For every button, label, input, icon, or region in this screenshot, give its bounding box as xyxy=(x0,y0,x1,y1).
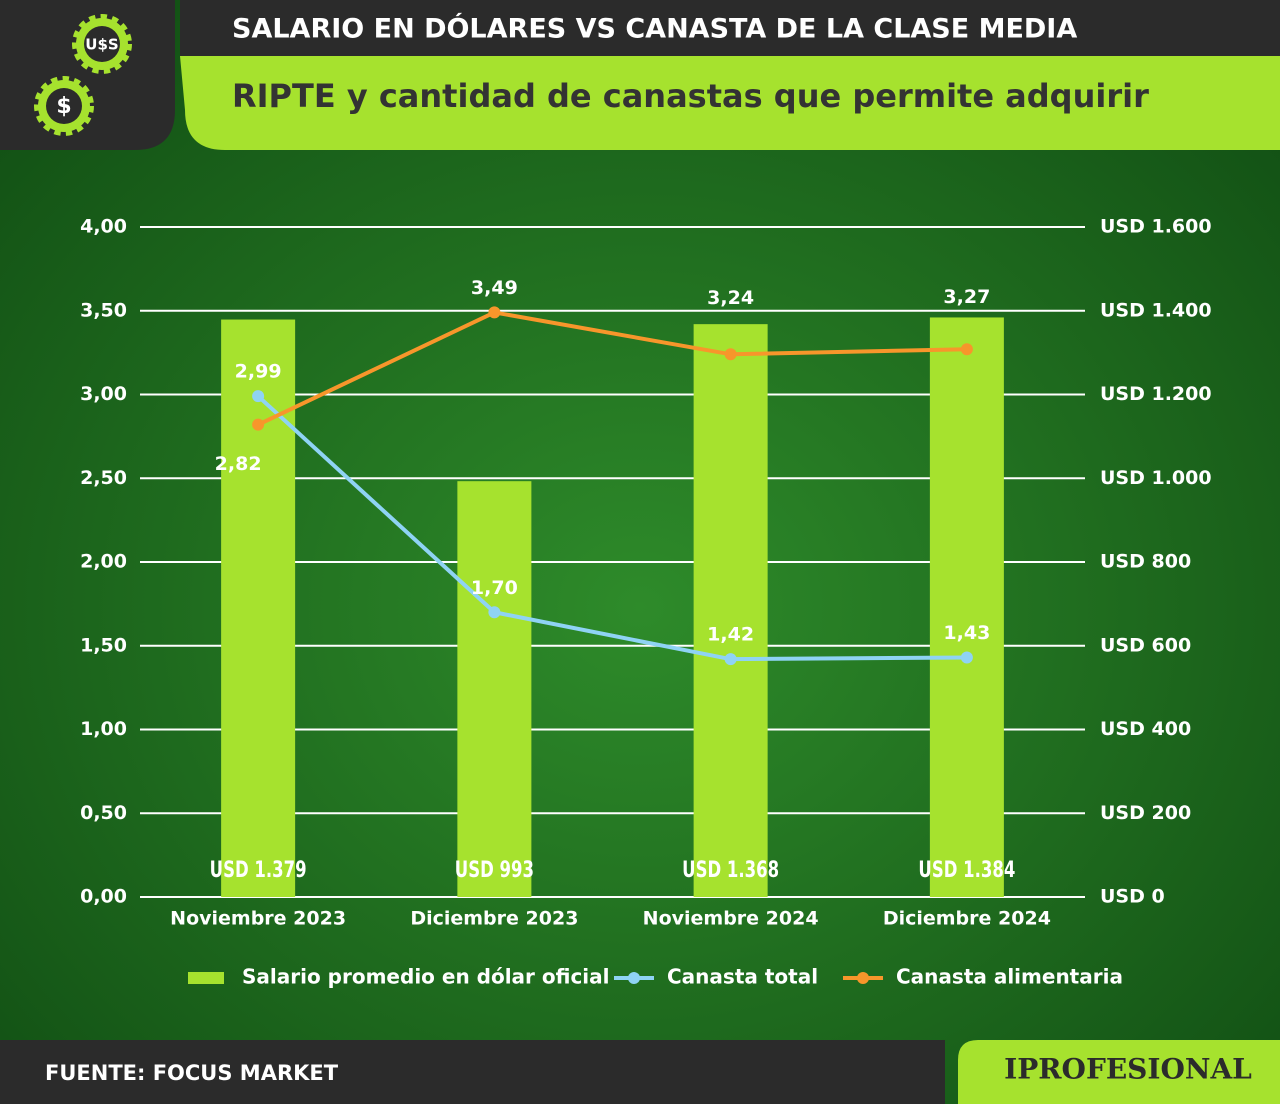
line xyxy=(256,394,967,662)
logo-text: U$S xyxy=(85,36,118,54)
line-value-label: 1,43 xyxy=(943,622,990,644)
brand-box xyxy=(958,1040,1280,1104)
y-tick-label: 3,00 xyxy=(80,383,127,405)
y-tick-label: 0,50 xyxy=(80,802,127,824)
line-point xyxy=(960,651,973,664)
chart-subtitle: RIPTE y cantidad de canastas que permite… xyxy=(232,77,1149,115)
legend-label: Canasta alimentaria xyxy=(896,965,1123,989)
line-point xyxy=(488,306,501,319)
source: FUENTE: FOCUS MARKET xyxy=(45,1061,339,1085)
x-tick-label: Diciembre 2023 xyxy=(410,908,578,930)
legend-swatch xyxy=(188,972,224,984)
line-point xyxy=(724,653,737,666)
line-value-label: 2,99 xyxy=(235,361,282,383)
line-point xyxy=(724,348,737,361)
line-point xyxy=(488,606,501,619)
y-tick-label: 4,00 xyxy=(80,216,127,238)
line xyxy=(257,310,967,427)
logo-gear-hole xyxy=(46,88,82,124)
y2-tick-label: USD 400 xyxy=(1100,718,1191,740)
y2-tick-label: USD 1.000 xyxy=(1100,467,1212,489)
line-value-label: 1,70 xyxy=(471,577,518,599)
y-tick-label: 3,50 xyxy=(80,299,127,321)
line-value-label: 2,82 xyxy=(215,453,262,475)
chart-title: SALARIO EN DÓLARES VS CANASTA DE LA CLAS… xyxy=(232,13,1077,45)
line-point xyxy=(252,418,265,431)
logo-text: $ xyxy=(56,94,71,119)
title-bar xyxy=(180,0,1280,56)
y-tick-label: 2,00 xyxy=(80,551,127,573)
bar-value-label: USD 1.384 xyxy=(918,857,1015,883)
y2-tick-label: USD 200 xyxy=(1100,802,1191,824)
x-tick-label: Noviembre 2023 xyxy=(170,908,346,930)
line-point xyxy=(960,343,973,356)
y-tick-label: 1,00 xyxy=(80,718,127,740)
y2-tick-label: USD 800 xyxy=(1100,551,1191,573)
legend-swatch xyxy=(857,972,869,984)
x-tick-label: Noviembre 2024 xyxy=(643,908,819,930)
x-tick-label: Diciembre 2024 xyxy=(883,908,1051,930)
bar xyxy=(221,319,296,897)
line-value-label: 1,42 xyxy=(707,624,754,646)
y2-tick-label: USD 1.200 xyxy=(1100,383,1212,405)
bar xyxy=(693,324,768,897)
line-value-label: 3,24 xyxy=(707,287,754,309)
bar xyxy=(929,317,1004,897)
bar-value-label: USD 1.379 xyxy=(210,857,307,883)
y2-tick-label: USD 1.600 xyxy=(1100,216,1212,238)
y-tick-label: 0,00 xyxy=(80,886,127,908)
brand: IPROFESIONAL xyxy=(1004,1053,1252,1086)
bar-value-label: USD 993 xyxy=(455,857,534,883)
logo-gear-hole xyxy=(84,26,120,62)
bar xyxy=(457,481,532,897)
bar-value-label: USD 1.368 xyxy=(682,857,779,883)
y-tick-label: 1,50 xyxy=(80,634,127,656)
y2-tick-label: USD 0 xyxy=(1100,886,1165,908)
subtitle-band xyxy=(180,56,1280,150)
footer-bar xyxy=(0,1040,945,1104)
legend-label: Salario promedio en dólar oficial xyxy=(242,965,610,989)
line-value-label: 3,27 xyxy=(943,286,990,308)
legend-swatch xyxy=(628,972,640,984)
y2-tick-label: USD 1.400 xyxy=(1100,299,1212,321)
legend-label: Canasta total xyxy=(667,965,818,989)
line-point xyxy=(252,390,265,403)
y-tick-label: 2,50 xyxy=(80,467,127,489)
line-value-label: 3,49 xyxy=(471,277,518,299)
y2-tick-label: USD 600 xyxy=(1100,634,1191,656)
